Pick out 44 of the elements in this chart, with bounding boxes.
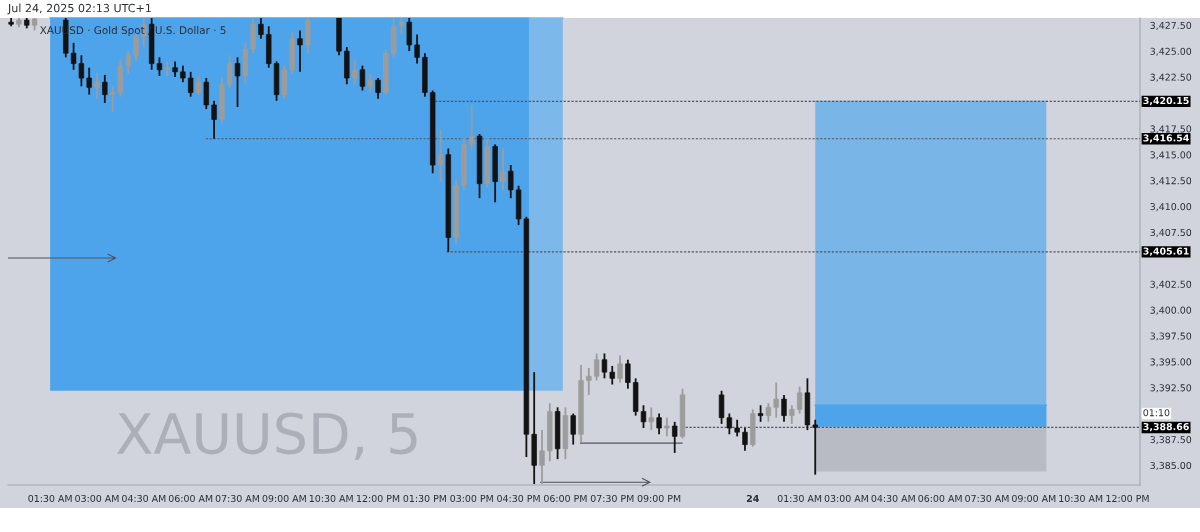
x-tick-label: 10:30 AM: [1059, 494, 1103, 503]
data-label: 3,420.15: [1143, 96, 1189, 106]
x-tick-label: 09:00 AM: [262, 494, 306, 503]
x-tick-label: 01:30 AM: [777, 494, 822, 503]
text: 01:10: [1143, 409, 1170, 417]
x-tick-label: 06:00 AM: [918, 494, 962, 503]
x-tick-label: 06:00 AM: [168, 494, 213, 503]
y-tick-label: 3,385.00: [1150, 461, 1192, 471]
x-tick-label: 01:30 PM: [403, 494, 446, 503]
y-tick-label: 3,395.00: [1150, 358, 1192, 367]
data-label: 3,405.61: [1143, 247, 1189, 256]
text: Jul 24, 2025 02:13 UTC+1: [7, 3, 151, 15]
y-tick-label: 3,427.50: [1150, 21, 1192, 30]
x-tick-label: 07:30 AM: [215, 494, 260, 503]
data-label: 3,388.66: [1143, 423, 1189, 432]
x-tick-label: 24: [746, 494, 759, 502]
x-tick-label: 09:00 PM: [637, 494, 681, 503]
y-tick-label: 3,402.50: [1150, 280, 1192, 289]
x-tick-label: 04:30 AM: [871, 494, 915, 503]
y-tick-label: 3,407.50: [1150, 228, 1192, 238]
y-tick-label: 3,425.00: [1150, 47, 1192, 56]
y-tick-label: 3,415.00: [1150, 151, 1192, 160]
x-tick-label: 03:00 PM: [450, 494, 493, 503]
x-tick-label: 01:30 AM: [28, 494, 72, 503]
y-tick-label: 3,412.50: [1150, 177, 1192, 186]
x-tick-label: 06:00 PM: [544, 494, 587, 503]
data-label: 3,416.54: [1143, 134, 1189, 143]
x-tick-label: 03:00 AM: [824, 494, 868, 503]
x-tick-label: 07:30 AM: [965, 494, 1009, 503]
x-tick-label: 12:00 PM: [357, 494, 400, 503]
x-tick-label: 03:00 AM: [75, 494, 119, 503]
y-tick-label: 3,397.50: [1150, 332, 1192, 341]
x-tick-label: 04:30 AM: [122, 494, 166, 503]
y-tick-label: 3,410.00: [1150, 203, 1192, 212]
x-tick-label: 10:30 AM: [309, 494, 353, 503]
y-tick-label: 3,392.50: [1150, 384, 1192, 393]
y-tick-label: 3,422.50: [1150, 73, 1192, 82]
y-tick-label: 3,387.50: [1150, 436, 1192, 445]
y-tick-label: 3,400.00: [1150, 306, 1192, 315]
x-tick-label: 04:30 PM: [497, 494, 540, 503]
y-tick-label: 3,417.50: [1150, 125, 1192, 134]
x-tick-label: 07:30 PM: [590, 494, 634, 503]
x-tick-label: 12:00 PM: [1106, 494, 1149, 503]
x-tick-label: 09:00 AM: [1012, 494, 1056, 503]
